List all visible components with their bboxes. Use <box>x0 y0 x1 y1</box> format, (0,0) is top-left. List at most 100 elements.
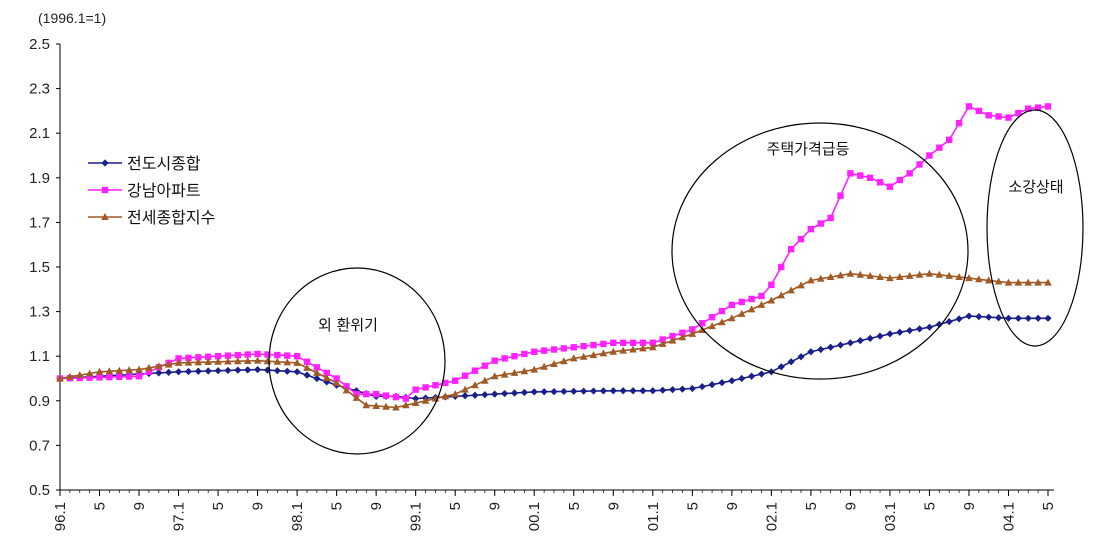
data-point <box>540 347 548 354</box>
x-tick-label: 5 <box>210 502 227 510</box>
data-point <box>392 403 400 411</box>
data-point <box>214 357 222 365</box>
data-point <box>936 144 943 151</box>
data-point <box>284 352 291 359</box>
data-point <box>352 393 361 401</box>
data-point <box>194 358 203 366</box>
data-point <box>491 357 498 364</box>
data-point <box>224 352 232 359</box>
data-point <box>254 350 261 358</box>
data-point <box>362 401 371 409</box>
data-point <box>530 388 538 396</box>
data-point <box>886 183 894 190</box>
data-point <box>935 270 944 278</box>
data-point <box>886 330 894 338</box>
data-point <box>411 399 420 407</box>
data-point <box>1014 278 1023 286</box>
data-point <box>679 329 686 336</box>
data-point <box>916 161 923 168</box>
data-point <box>827 214 834 222</box>
data-point <box>164 360 173 368</box>
legend-item: 강남아파트 <box>88 181 201 200</box>
data-point <box>264 351 271 358</box>
data-point <box>728 314 736 322</box>
data-point <box>629 345 637 353</box>
data-point <box>471 391 479 399</box>
x-tick-label: 01.1 <box>645 502 662 531</box>
data-point <box>1034 314 1042 322</box>
y-tick-label: 0.5 <box>29 482 50 499</box>
data-point <box>738 374 746 383</box>
data-point <box>846 339 854 347</box>
data-point <box>639 339 647 347</box>
data-point <box>481 391 489 399</box>
data-point <box>787 358 795 366</box>
data-point <box>521 350 528 358</box>
data-point <box>530 365 539 373</box>
data-point <box>619 387 627 395</box>
data-point <box>303 358 311 365</box>
x-tick-label: 5 <box>329 502 346 510</box>
data-point <box>876 332 884 340</box>
data-point <box>946 136 953 144</box>
data-point <box>807 276 815 284</box>
chart-series <box>56 103 1052 411</box>
data-point <box>461 385 469 393</box>
data-point <box>274 351 281 359</box>
data-point <box>510 389 519 397</box>
data-point <box>1025 105 1032 112</box>
data-point <box>234 351 242 359</box>
data-point <box>323 369 330 377</box>
data-point <box>1044 314 1052 322</box>
data-point <box>905 271 914 279</box>
data-point <box>698 382 706 391</box>
data-point <box>659 336 666 343</box>
x-tick-label: 9 <box>605 502 622 510</box>
data-point <box>737 309 746 317</box>
data-point <box>273 367 281 375</box>
data-point <box>135 365 143 373</box>
data-point <box>501 389 509 398</box>
data-point <box>471 367 479 374</box>
data-point <box>718 318 726 326</box>
y-tick-label: 1.9 <box>29 170 50 187</box>
data-point <box>826 273 835 281</box>
legend-label: 전도시종합 <box>127 154 201 173</box>
data-point <box>787 245 795 253</box>
data-point <box>175 355 182 362</box>
data-point <box>560 357 568 365</box>
y-tick-label: 0.7 <box>29 437 50 454</box>
data-point <box>807 225 815 233</box>
y-tick-label: 2.3 <box>29 81 50 98</box>
data-point <box>116 373 123 381</box>
data-point <box>402 401 410 409</box>
legend-label: 강남아파트 <box>127 181 201 200</box>
data-point <box>747 305 756 313</box>
data-point <box>797 235 805 243</box>
data-point <box>757 370 766 378</box>
legend-swatch-marker <box>101 159 109 167</box>
x-tick-label: 5 <box>1040 502 1057 510</box>
data-point <box>580 342 587 350</box>
data-point <box>352 387 360 395</box>
data-point <box>1004 314 1013 322</box>
data-point <box>767 296 776 304</box>
data-point <box>363 390 370 398</box>
data-point <box>639 387 647 395</box>
data-point <box>718 379 726 387</box>
x-tick-label: 5 <box>92 502 109 510</box>
x-tick-label: 9 <box>961 502 978 510</box>
data-point <box>1005 114 1012 121</box>
x-tick-label: 04.1 <box>1000 502 1017 531</box>
x-tick-label: 02.1 <box>763 502 780 531</box>
data-point <box>234 366 242 374</box>
data-point <box>619 339 627 347</box>
data-point <box>214 353 222 360</box>
data-point <box>303 371 311 379</box>
data-point <box>531 348 538 355</box>
data-point <box>510 368 519 376</box>
data-point <box>461 392 469 400</box>
data-point <box>589 351 598 359</box>
data-point <box>886 274 894 282</box>
